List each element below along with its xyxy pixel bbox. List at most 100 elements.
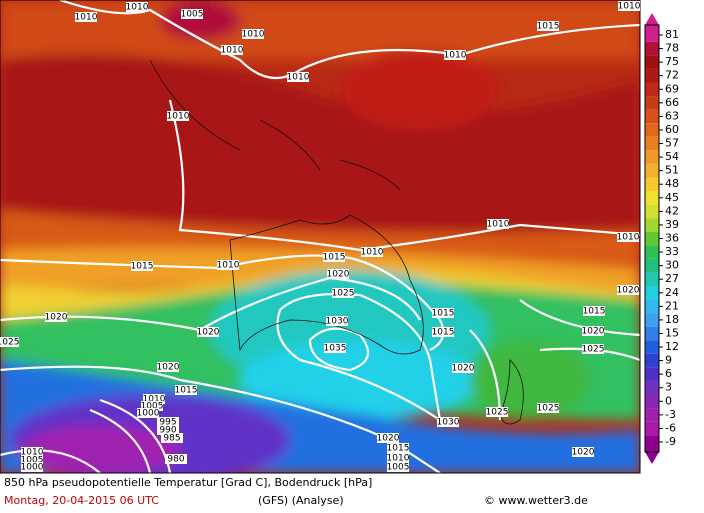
isobar-label-bg: [323, 252, 345, 262]
isobar-label: 1000: [137, 409, 160, 419]
colorbar-segment: [645, 258, 659, 273]
colorbar-segment: [645, 177, 659, 192]
isobar-label: 1010: [75, 13, 98, 23]
colorbar-tick-label: -9: [665, 435, 676, 448]
isobar-label-bg: [537, 21, 559, 31]
colorbar-segment: [645, 245, 659, 259]
colorbar-segment: [645, 367, 659, 381]
isobar-label-bg: [327, 269, 349, 279]
isobar-label: 1010: [444, 51, 467, 61]
isobar-label-bg: [361, 247, 383, 257]
isobar-label: 1010: [126, 3, 149, 13]
isobar-label-bg: [141, 401, 163, 411]
map-frame: [0, 0, 641, 474]
isobar-label-bg: [157, 425, 179, 435]
isobar-label-bg: [157, 362, 179, 372]
colorbar-segment: [645, 109, 659, 124]
colorbar-segment: [645, 25, 659, 42]
isobar-label-bg: [618, 1, 640, 11]
colorbar-segment: [645, 421, 659, 436]
isobar-label-bg: [75, 12, 97, 22]
colorbar-tick-label: 39: [665, 218, 679, 231]
isobar-label-bg: [432, 308, 454, 318]
colorbar-segment: [645, 163, 659, 178]
colorbar-tick-label: 63: [665, 109, 679, 122]
isobar-label-bg: [486, 407, 508, 417]
isobar-label-bg: [572, 447, 594, 457]
colorbar-tick-label: 15: [665, 326, 679, 339]
colorbar-segment: [645, 272, 659, 286]
isobar-label: 990: [159, 426, 176, 436]
isobar-label-bg: [161, 433, 183, 443]
footer-date: Montag, 20-04-2015 06 UTC: [4, 494, 159, 507]
footer-model: (GFS) (Analyse): [258, 494, 344, 507]
isobar-label: 1035: [324, 344, 347, 354]
isobar-label: 1020: [572, 448, 595, 458]
isobar-label-bg: [217, 260, 239, 270]
isobar-label: 1010: [21, 448, 44, 458]
colorbar-tick-label: 72: [665, 69, 679, 82]
colorbar-segment: [645, 82, 659, 97]
isobar-label-bg: [131, 261, 153, 271]
isobar-label: 1010: [242, 30, 265, 40]
isobar-label: 1010: [287, 73, 310, 83]
colorbar-segment: [645, 96, 659, 110]
isobar-label-bg: [45, 312, 67, 322]
isobar-label: 1025: [537, 404, 560, 414]
isobar-label: 1025: [486, 408, 509, 418]
isobar-label: 1030: [437, 418, 460, 428]
isobar-label: 1010: [217, 261, 240, 271]
colorbar-tick-label: 24: [665, 286, 679, 299]
colorbar-segment: [645, 136, 659, 151]
isobar-label-bg: [21, 455, 43, 465]
colorbar-tick-label: 66: [665, 96, 679, 109]
colorbar-segment: [645, 191, 659, 205]
isobar-label-bg: [242, 29, 264, 39]
isobar-label: 1010: [487, 220, 510, 230]
colorbar-tick-label: 21: [665, 299, 679, 312]
isobar-label: 1020: [45, 313, 68, 323]
isobar-label-bg: [487, 219, 509, 229]
colorbar-segment: [645, 408, 659, 422]
colorbar-segment: [645, 150, 659, 164]
colorbar-tick-label: 69: [665, 82, 679, 95]
isobar-label: 1020: [197, 328, 220, 338]
isobar-label: 985: [163, 434, 180, 444]
isobar-label: 1015: [432, 309, 455, 319]
isobar-label-bg: [324, 343, 346, 353]
footer-source: © www.wetter3.de: [484, 494, 588, 507]
colorbar-segment: [645, 435, 659, 452]
isobar-labels: 1010101010051010101010101010101510101010…: [0, 1, 641, 473]
isobar-label-bg: [197, 327, 219, 337]
colorbar-segment: [645, 123, 659, 137]
isobar-label: 1015: [387, 444, 410, 454]
isobar-label: 1030: [326, 317, 349, 327]
isobar-label-bg: [181, 9, 203, 19]
isobar-label-bg: [583, 306, 605, 316]
isobar-label-bg: [617, 285, 639, 295]
isobar-label-bg: [387, 443, 409, 453]
colorbar-segment: [645, 340, 659, 354]
isobar-label: 1000: [21, 463, 44, 473]
colorbar-segment: [645, 218, 659, 232]
colorbar-tick-label: 81: [665, 28, 679, 41]
isobar-label-bg: [377, 433, 399, 443]
isobar-label-bg: [582, 344, 604, 354]
colorbar-segment: [645, 353, 659, 368]
isobar-label: 1005: [387, 463, 410, 473]
isobar-label: 1010: [387, 454, 410, 464]
colorbar-tick-label: -6: [665, 421, 676, 434]
colorbar-tick-label: 30: [665, 259, 679, 272]
isobar-label-bg: [452, 363, 474, 373]
isobar-label-bg: [0, 337, 19, 347]
map-field: [0, 0, 640, 473]
colorbar: 8178757269666360575451484542393633302724…: [644, 13, 679, 464]
colorbar-tick-label: 78: [665, 42, 679, 55]
isobar-label: 1005: [141, 402, 164, 412]
isobar-label: 1010: [143, 395, 166, 405]
colorbar-tick-label: 12: [665, 340, 679, 353]
colorbar-tick-label: 42: [665, 204, 679, 217]
isobar-label: 1020: [582, 327, 605, 337]
